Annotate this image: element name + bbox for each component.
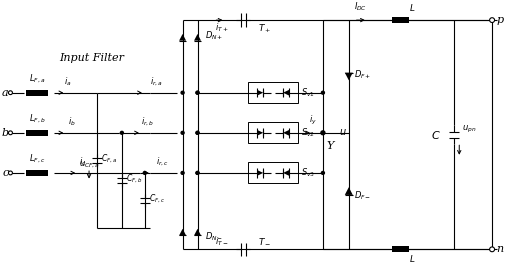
Text: $i_{T+}$: $i_{T+}$ (215, 22, 228, 34)
Text: $i_{r,c}$: $i_{r,c}$ (156, 156, 169, 168)
Text: $L_{F,b}$: $L_{F,b}$ (29, 113, 45, 125)
Text: n: n (496, 244, 503, 254)
Text: $u_{CF,a}$: $u_{CF,a}$ (79, 160, 100, 171)
Text: Y: Y (327, 141, 334, 151)
Text: a: a (2, 88, 9, 98)
Bar (248, 122, 298, 143)
Bar (248, 82, 298, 103)
Circle shape (181, 91, 184, 94)
Circle shape (9, 131, 12, 135)
Circle shape (196, 131, 199, 134)
Circle shape (321, 131, 325, 135)
Circle shape (196, 131, 199, 134)
Circle shape (143, 172, 146, 174)
Text: $S_{v2}$: $S_{v2}$ (301, 127, 315, 139)
Text: $C_{F,b}$: $C_{F,b}$ (126, 173, 142, 185)
Text: $D_{F+}$: $D_{F+}$ (354, 68, 371, 81)
Bar (27, 170, 48, 176)
Bar (248, 163, 298, 184)
Circle shape (9, 171, 12, 175)
Polygon shape (345, 187, 353, 195)
Circle shape (196, 91, 199, 94)
Bar (391, 17, 409, 23)
Polygon shape (179, 34, 186, 41)
Text: $L_{F,c}$: $L_{F,c}$ (29, 153, 45, 165)
Text: $D_{N+}$: $D_{N+}$ (205, 29, 224, 42)
Text: $C_{F,a}$: $C_{F,a}$ (101, 152, 117, 165)
Text: $u_{pn}$: $u_{pn}$ (462, 124, 477, 135)
Bar (27, 130, 48, 136)
Text: $S_{v1}$: $S_{v1}$ (301, 86, 315, 99)
Text: c: c (2, 168, 9, 178)
Text: $T_-$: $T_-$ (258, 237, 271, 247)
Circle shape (490, 247, 495, 252)
Bar (391, 247, 409, 252)
Circle shape (321, 91, 324, 94)
Polygon shape (179, 229, 186, 235)
Polygon shape (345, 73, 353, 80)
Text: $D_{N-}$: $D_{N-}$ (205, 231, 224, 243)
Text: $S_{v3}$: $S_{v3}$ (301, 167, 315, 179)
Circle shape (490, 18, 495, 23)
Circle shape (181, 131, 184, 134)
Text: $C_{F,c}$: $C_{F,c}$ (149, 193, 165, 205)
Text: p: p (496, 15, 503, 25)
Text: $i_c$: $i_c$ (79, 156, 87, 168)
Polygon shape (194, 34, 201, 41)
Text: $u$: $u$ (339, 127, 346, 137)
Text: $i_{r,b}$: $i_{r,b}$ (141, 116, 154, 128)
Polygon shape (257, 130, 263, 136)
Text: b: b (2, 128, 9, 138)
Bar (27, 90, 48, 95)
Circle shape (321, 172, 324, 174)
Circle shape (196, 172, 199, 174)
Text: $I_{DC}$: $I_{DC}$ (354, 1, 367, 13)
Text: $L_{F,a}$: $L_{F,a}$ (29, 73, 45, 85)
Text: $C$: $C$ (431, 129, 440, 141)
Text: $L$: $L$ (409, 2, 416, 13)
Polygon shape (283, 170, 289, 176)
Text: $i_{T-}$: $i_{T-}$ (215, 235, 228, 248)
Polygon shape (194, 229, 201, 235)
Circle shape (196, 172, 199, 174)
Circle shape (181, 172, 184, 174)
Text: $T_+$: $T_+$ (258, 23, 271, 35)
Text: $i_b$: $i_b$ (68, 115, 76, 128)
Text: $i_{r,a}$: $i_{r,a}$ (150, 76, 163, 88)
Circle shape (121, 131, 123, 134)
Polygon shape (257, 90, 263, 95)
Text: $i_a$: $i_a$ (64, 76, 72, 88)
Polygon shape (283, 90, 289, 95)
Text: $D_{F-}$: $D_{F-}$ (354, 190, 371, 202)
Polygon shape (257, 170, 263, 176)
Polygon shape (283, 130, 289, 136)
Circle shape (9, 91, 12, 95)
Text: Input Filter: Input Filter (60, 53, 125, 63)
Text: $i_y$: $i_y$ (309, 114, 317, 127)
Circle shape (196, 91, 199, 94)
Text: $L$: $L$ (409, 253, 416, 264)
